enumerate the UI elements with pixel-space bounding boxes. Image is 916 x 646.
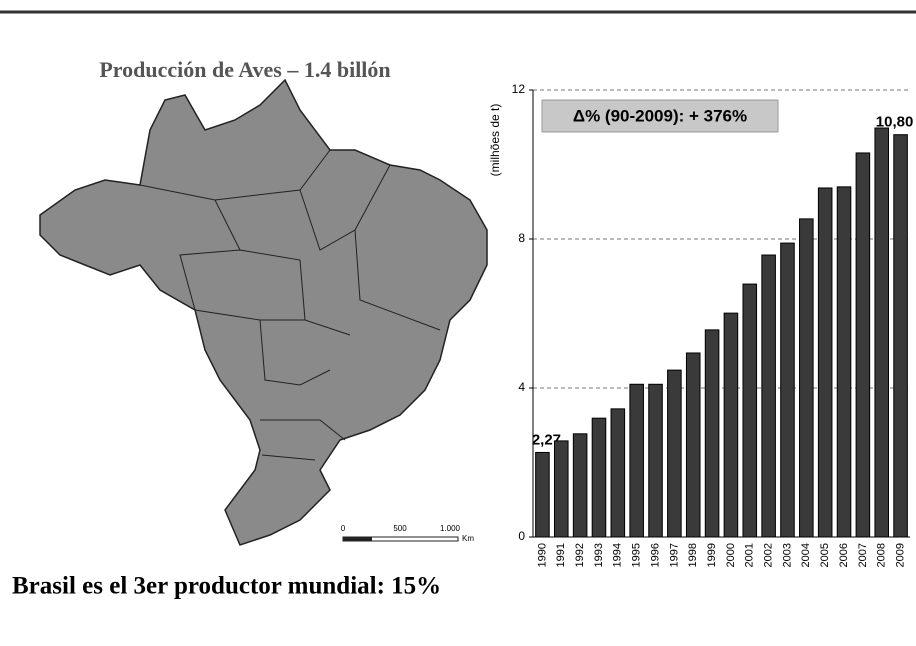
x-tick-label: 1996 xyxy=(649,543,661,567)
bar xyxy=(817,187,833,538)
x-tick-label: 2005 xyxy=(819,543,831,567)
x-tick-label: 1992 xyxy=(574,543,586,567)
bar xyxy=(704,329,720,538)
x-tick-label: 1991 xyxy=(555,543,567,567)
data-label: 2,27 xyxy=(532,431,561,448)
map-title: Producción de Aves – 1.4 billón xyxy=(99,57,390,82)
bar xyxy=(874,127,890,538)
brazil-shape xyxy=(39,78,488,546)
x-tick-label: 1993 xyxy=(593,543,605,567)
x-tick-label: 2003 xyxy=(781,543,793,567)
bar xyxy=(553,440,569,538)
x-tick-label: 2009 xyxy=(894,543,906,567)
bar xyxy=(610,408,626,538)
scale-label: 0 xyxy=(341,524,346,533)
y-tick-label: 4 xyxy=(518,380,525,394)
bar xyxy=(836,186,852,538)
bar xyxy=(629,383,644,538)
bar xyxy=(591,417,607,538)
bar xyxy=(742,283,758,538)
state-borders xyxy=(139,149,441,461)
bar xyxy=(780,242,795,538)
data-label: 10,80 xyxy=(876,114,914,131)
x-tick-label: 2007 xyxy=(857,543,869,567)
bar xyxy=(893,134,908,538)
x-tick-label: 2008 xyxy=(876,543,888,567)
bar xyxy=(799,218,814,538)
annotation: Δ% (90-2009): + 376% xyxy=(573,106,747,125)
x-tick-label: 2002 xyxy=(763,543,775,567)
bar xyxy=(723,312,739,538)
x-tick-label: 1990 xyxy=(536,543,548,567)
bar xyxy=(855,152,871,538)
x-tick-label: 1994 xyxy=(612,543,624,567)
map: 0 500 1.000 Km xyxy=(39,78,488,546)
x-tick-label: 1998 xyxy=(687,543,699,567)
x-tick-label: 2000 xyxy=(725,543,737,567)
x-tick-label: 2004 xyxy=(800,543,812,567)
bar xyxy=(685,352,701,538)
scale-bar-segment xyxy=(343,537,372,541)
y-axis-label: (milhões de t) xyxy=(488,104,502,177)
y-tick-label: 0 xyxy=(518,529,525,543)
bar xyxy=(667,369,682,538)
y-tick-label: 12 xyxy=(512,82,526,96)
bar xyxy=(761,254,776,538)
x-tick-label: 1997 xyxy=(668,543,680,567)
bar xyxy=(648,383,663,538)
x-tick-label: 1999 xyxy=(706,543,718,567)
bar xyxy=(572,433,588,538)
scale-label: 500 xyxy=(393,524,407,533)
annotation-box xyxy=(541,99,779,133)
bar xyxy=(535,451,550,538)
x-tick-label: 2006 xyxy=(838,543,850,567)
x-tick-label: 2001 xyxy=(744,543,756,567)
x-tick-label: 1995 xyxy=(631,543,643,567)
footer: Brasil es el 3er productor mundial: 15% xyxy=(12,573,441,600)
scale-label: 1.000 xyxy=(440,524,461,533)
y-tick-label: 8 xyxy=(518,231,525,245)
scale-label: Km xyxy=(462,534,474,543)
